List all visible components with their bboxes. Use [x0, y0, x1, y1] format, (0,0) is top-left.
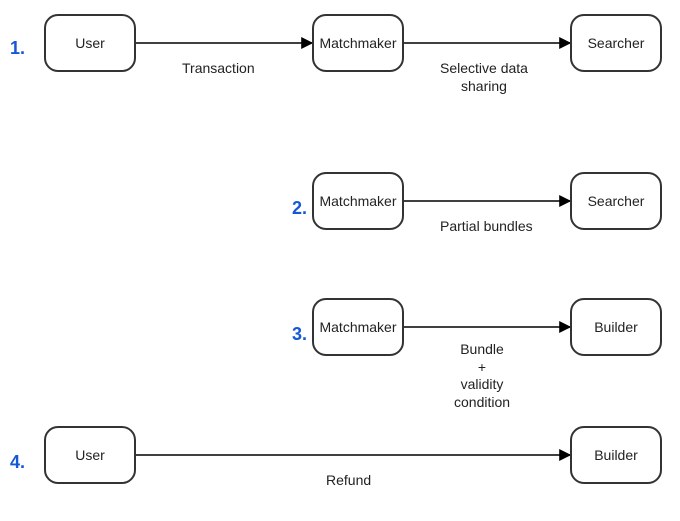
step-1: 1. — [10, 38, 25, 59]
label-transaction: Transaction — [182, 60, 255, 78]
node-matchmaker-3: Matchmaker — [312, 298, 404, 356]
node-matchmaker-1: Matchmaker — [312, 14, 404, 72]
step-3: 3. — [292, 324, 307, 345]
node-searcher-1: Searcher — [570, 14, 662, 72]
step-4: 4. — [10, 452, 25, 473]
step-2: 2. — [292, 198, 307, 219]
node-user-4: User — [44, 426, 136, 484]
node-builder-4: Builder — [570, 426, 662, 484]
node-matchmaker-2: Matchmaker — [312, 172, 404, 230]
node-user-1: User — [44, 14, 136, 72]
diagram-stage: 1. 2. 3. 4. User Matchmaker Searcher Mat… — [0, 0, 680, 521]
label-selective: Selective data sharing — [440, 60, 528, 95]
node-builder-3: Builder — [570, 298, 662, 356]
label-partial: Partial bundles — [440, 218, 533, 236]
label-bundle: Bundle + validity condition — [454, 341, 510, 411]
node-searcher-2: Searcher — [570, 172, 662, 230]
label-refund: Refund — [326, 472, 371, 490]
